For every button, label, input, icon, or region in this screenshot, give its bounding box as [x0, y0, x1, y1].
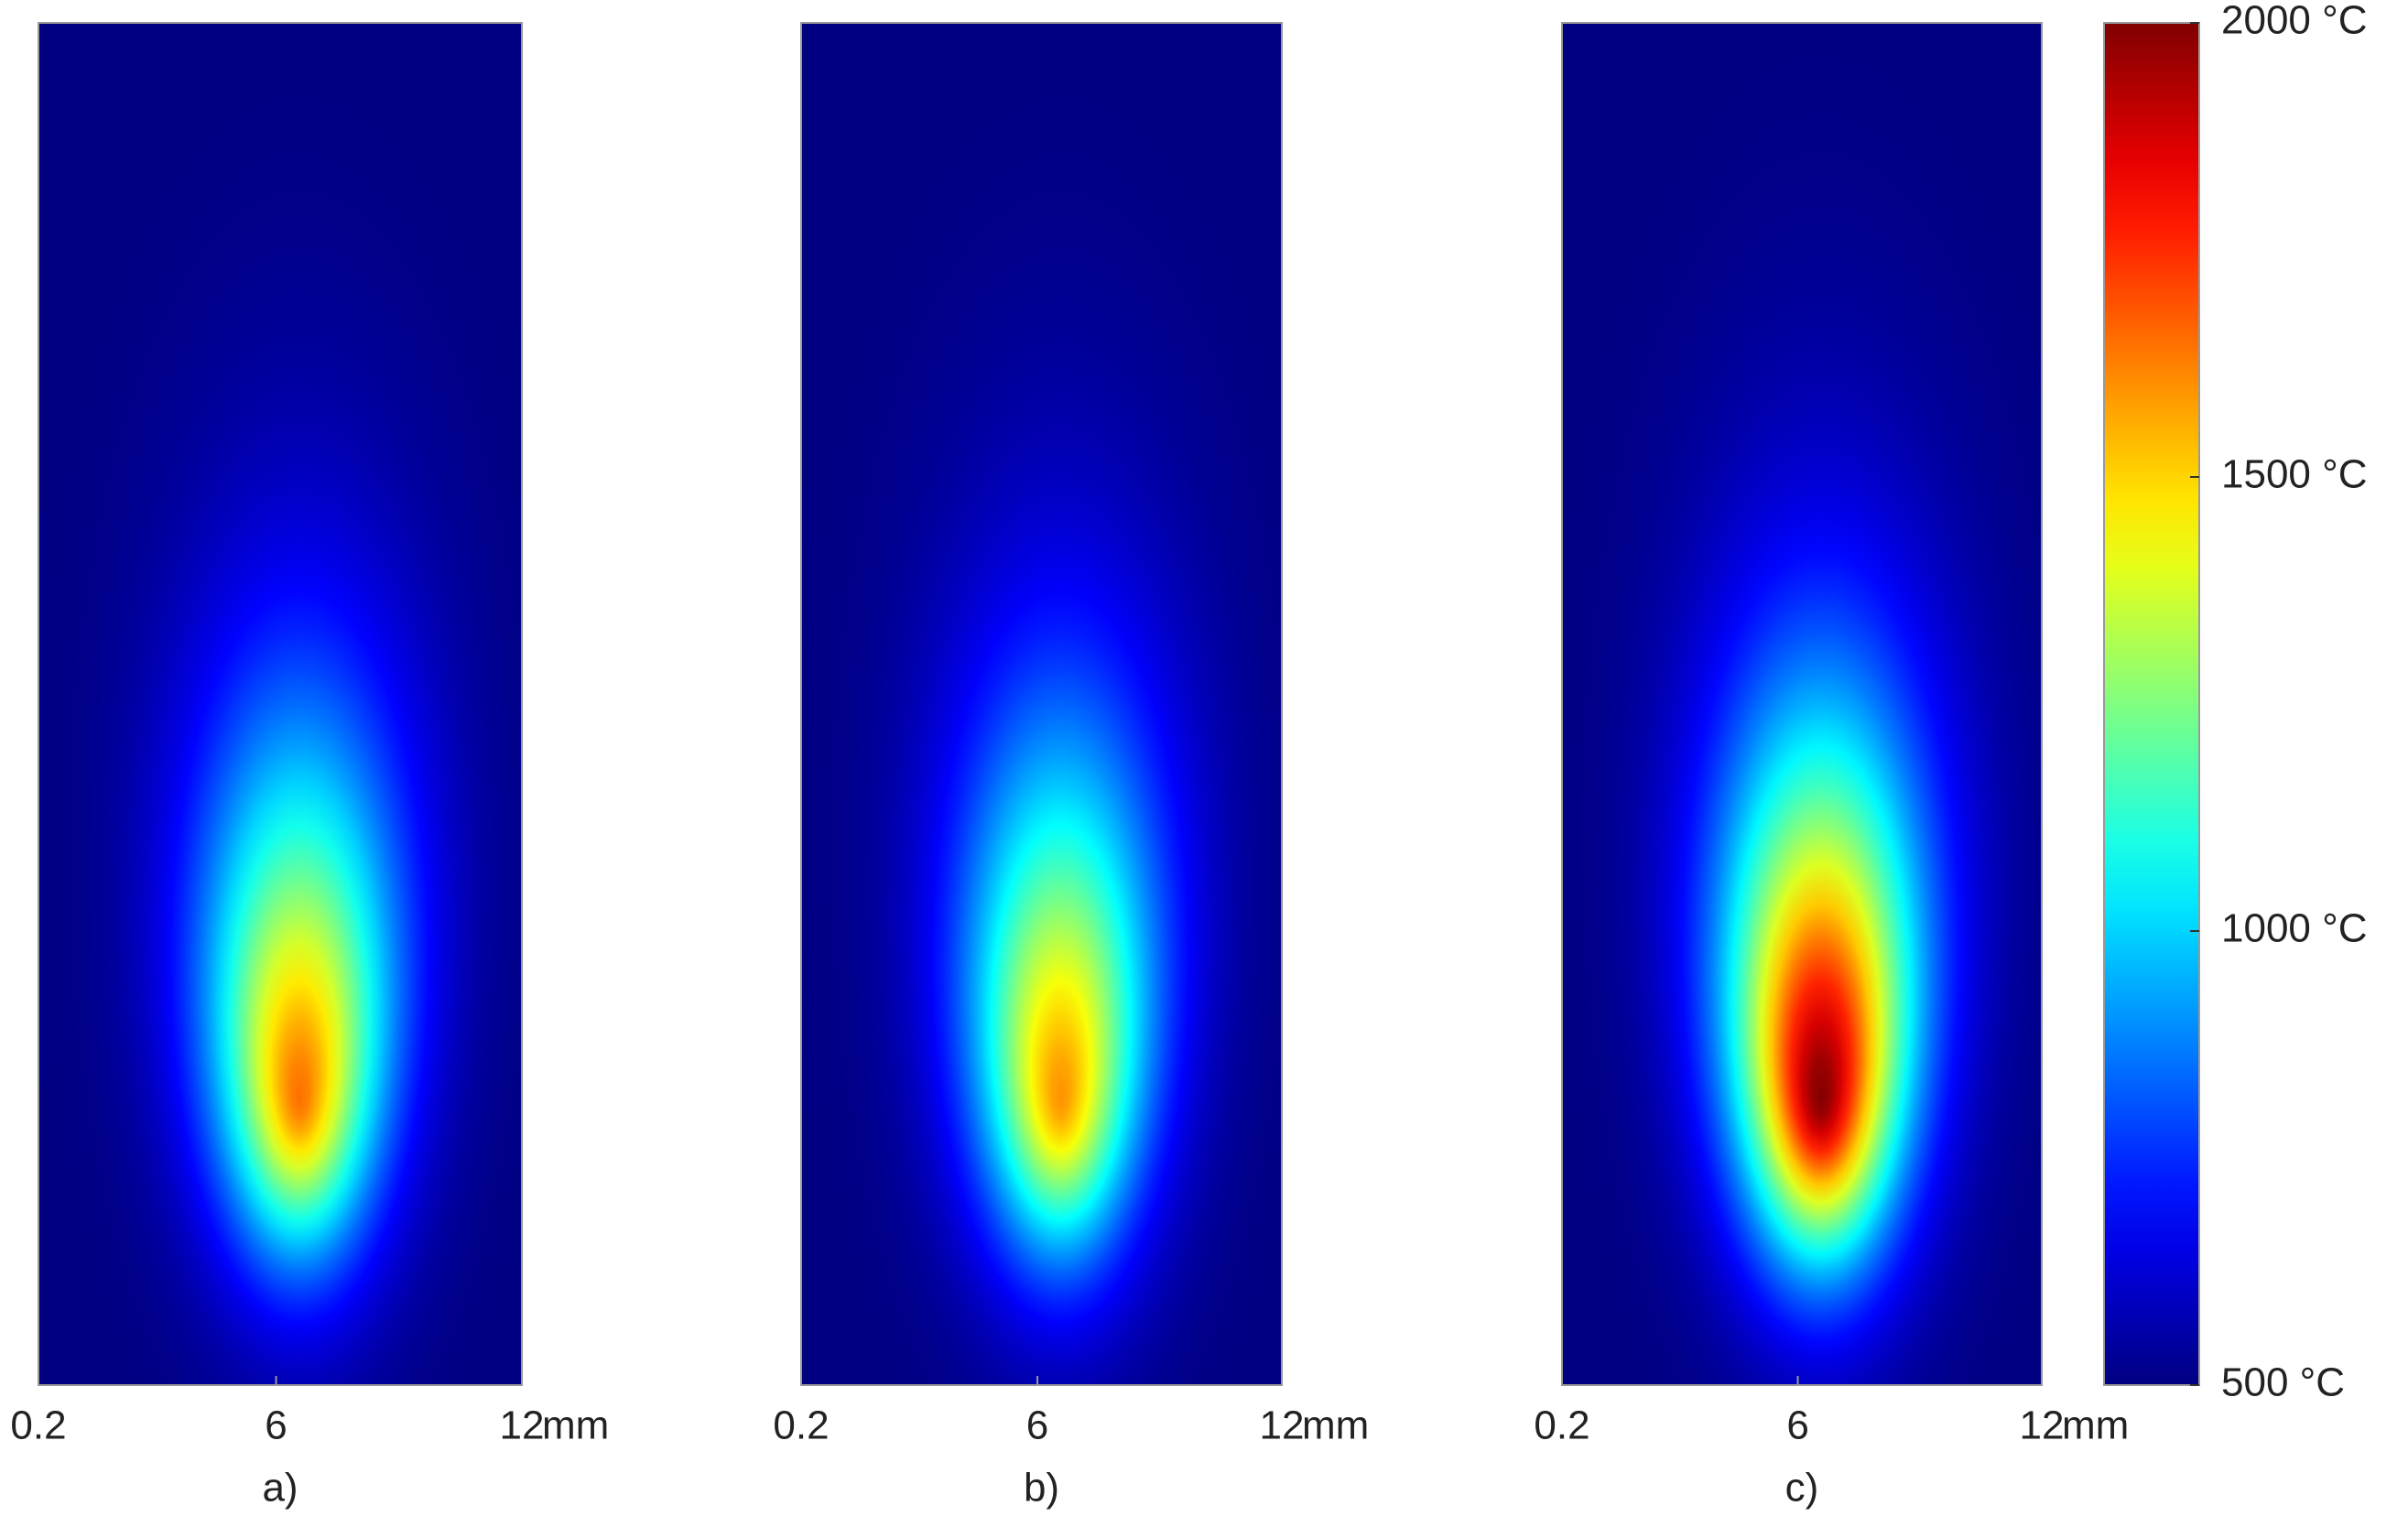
panel-label: b) [1024, 1466, 1059, 1511]
x-tick-label: 12 [1260, 1403, 1305, 1448]
heatmap [1561, 22, 2043, 1386]
x-unit: mm [2062, 1403, 2129, 1448]
x-tick-label: 6 [1026, 1403, 1048, 1448]
x-tick-label: 0.2 [1534, 1403, 1589, 1448]
x-tick-label: 6 [265, 1403, 287, 1448]
colorbar-tick-label: 500 °C [2221, 1360, 2345, 1405]
panel-label: a) [262, 1466, 298, 1511]
colorbar-tick-label: 1000 °C [2221, 906, 2367, 951]
heatmap [38, 22, 523, 1386]
x-tick-label: 6 [1786, 1403, 1808, 1448]
x-unit: mm [1302, 1403, 1369, 1448]
panel-label: c) [1785, 1466, 1819, 1511]
x-tick-label: 12 [500, 1403, 545, 1448]
x-tick-label: 0.2 [773, 1403, 829, 1448]
x-unit: mm [542, 1403, 609, 1448]
colorbar-tick-label: 2000 °C [2221, 0, 2367, 43]
x-tick-label: 0.2 [10, 1403, 66, 1448]
x-tick-label: 12 [2020, 1403, 2065, 1448]
colorbar [2103, 22, 2200, 1386]
heatmap [800, 22, 1283, 1386]
colorbar-tick-label: 1500 °C [2221, 452, 2367, 497]
